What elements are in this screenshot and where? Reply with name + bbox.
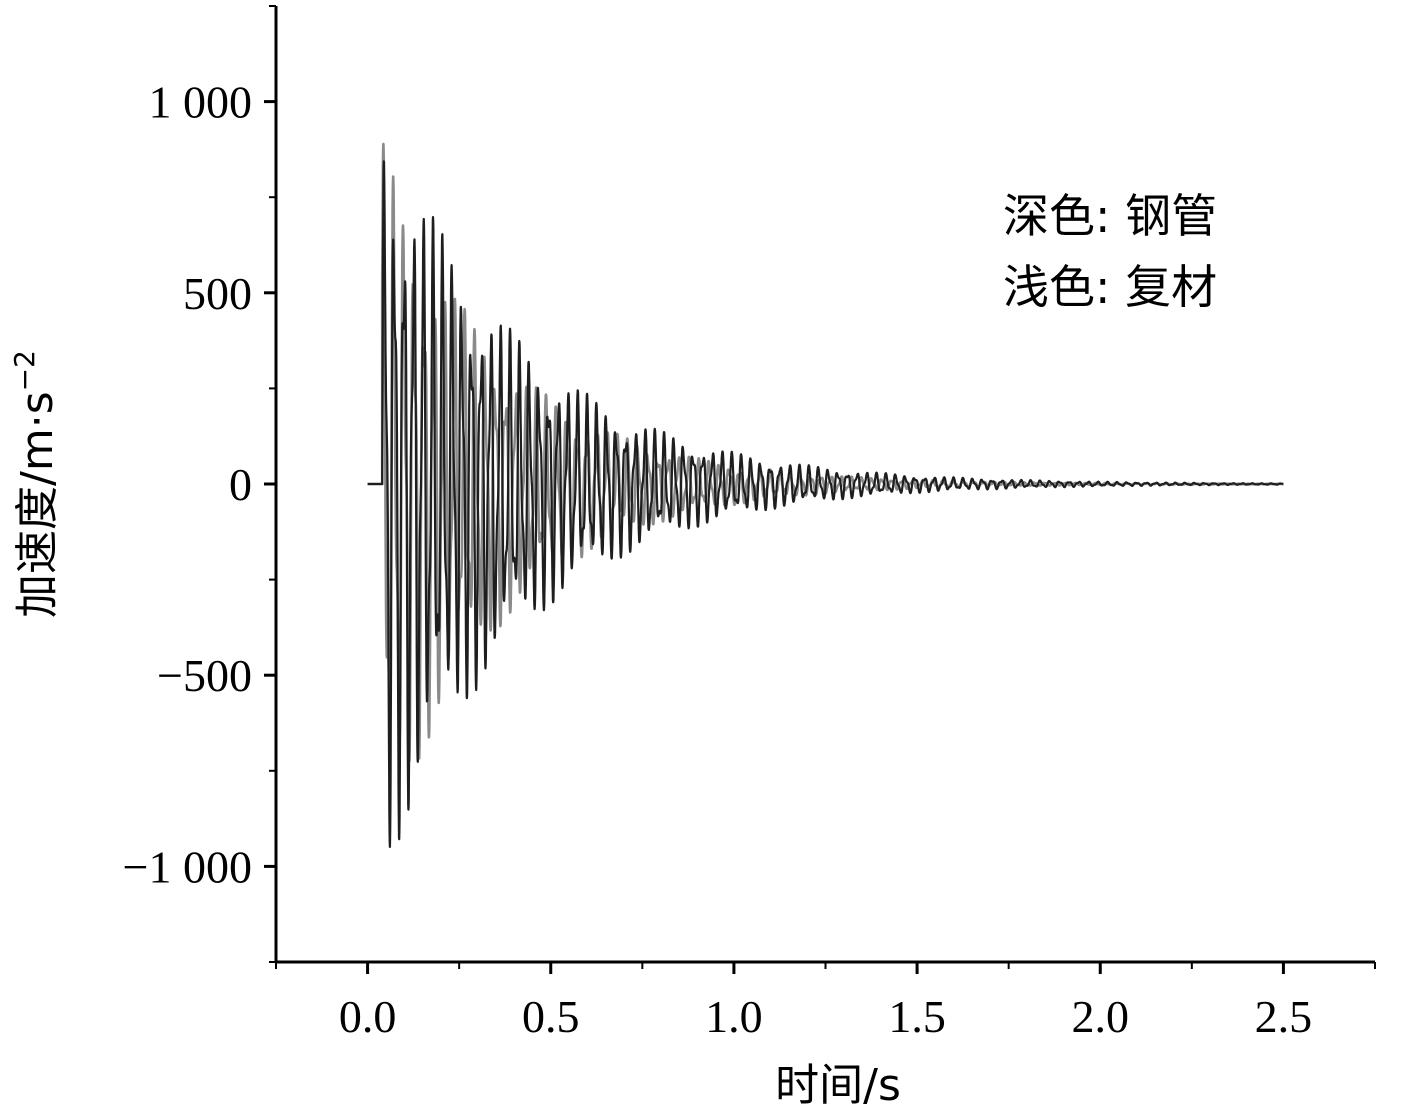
y-tick-label: 1 000: [149, 77, 253, 128]
y-tick-label: 500: [183, 268, 252, 319]
x-tick-label: 2.5: [1255, 991, 1313, 1042]
legend-line-dark: 深色: 钢管: [1003, 189, 1217, 243]
y-tick-label: −500: [157, 650, 252, 701]
y-axis-title-main: 加速度/m·s: [12, 391, 63, 618]
y-axis-title: 加速度/m·s−2: [8, 350, 63, 618]
series-line: [367, 160, 1285, 848]
x-tick-label: 1.0: [705, 991, 763, 1042]
y-tick-label: 0: [229, 459, 252, 510]
x-tick-label: 2.0: [1072, 991, 1130, 1042]
y-axis-title-exponent: −2: [8, 350, 41, 391]
y-ticks: 1 000 500 0 −500 −1 000: [123, 5, 276, 963]
x-axis-title: 时间/s: [775, 1060, 901, 1108]
series-layer: [367, 142, 1285, 848]
x-tick-label: 0.5: [522, 991, 580, 1042]
y-tick-label: −1 000: [123, 841, 252, 892]
x-ticks: 0.0 0.5 1.0 1.5 2.0 2.5: [275, 962, 1376, 1042]
x-tick-label: 1.5: [888, 991, 946, 1042]
x-tick-label: 0.0: [339, 991, 397, 1042]
legend-line-light: 浅色: 复材: [1003, 260, 1217, 314]
legend: 深色: 钢管 浅色: 复材: [1003, 189, 1217, 314]
